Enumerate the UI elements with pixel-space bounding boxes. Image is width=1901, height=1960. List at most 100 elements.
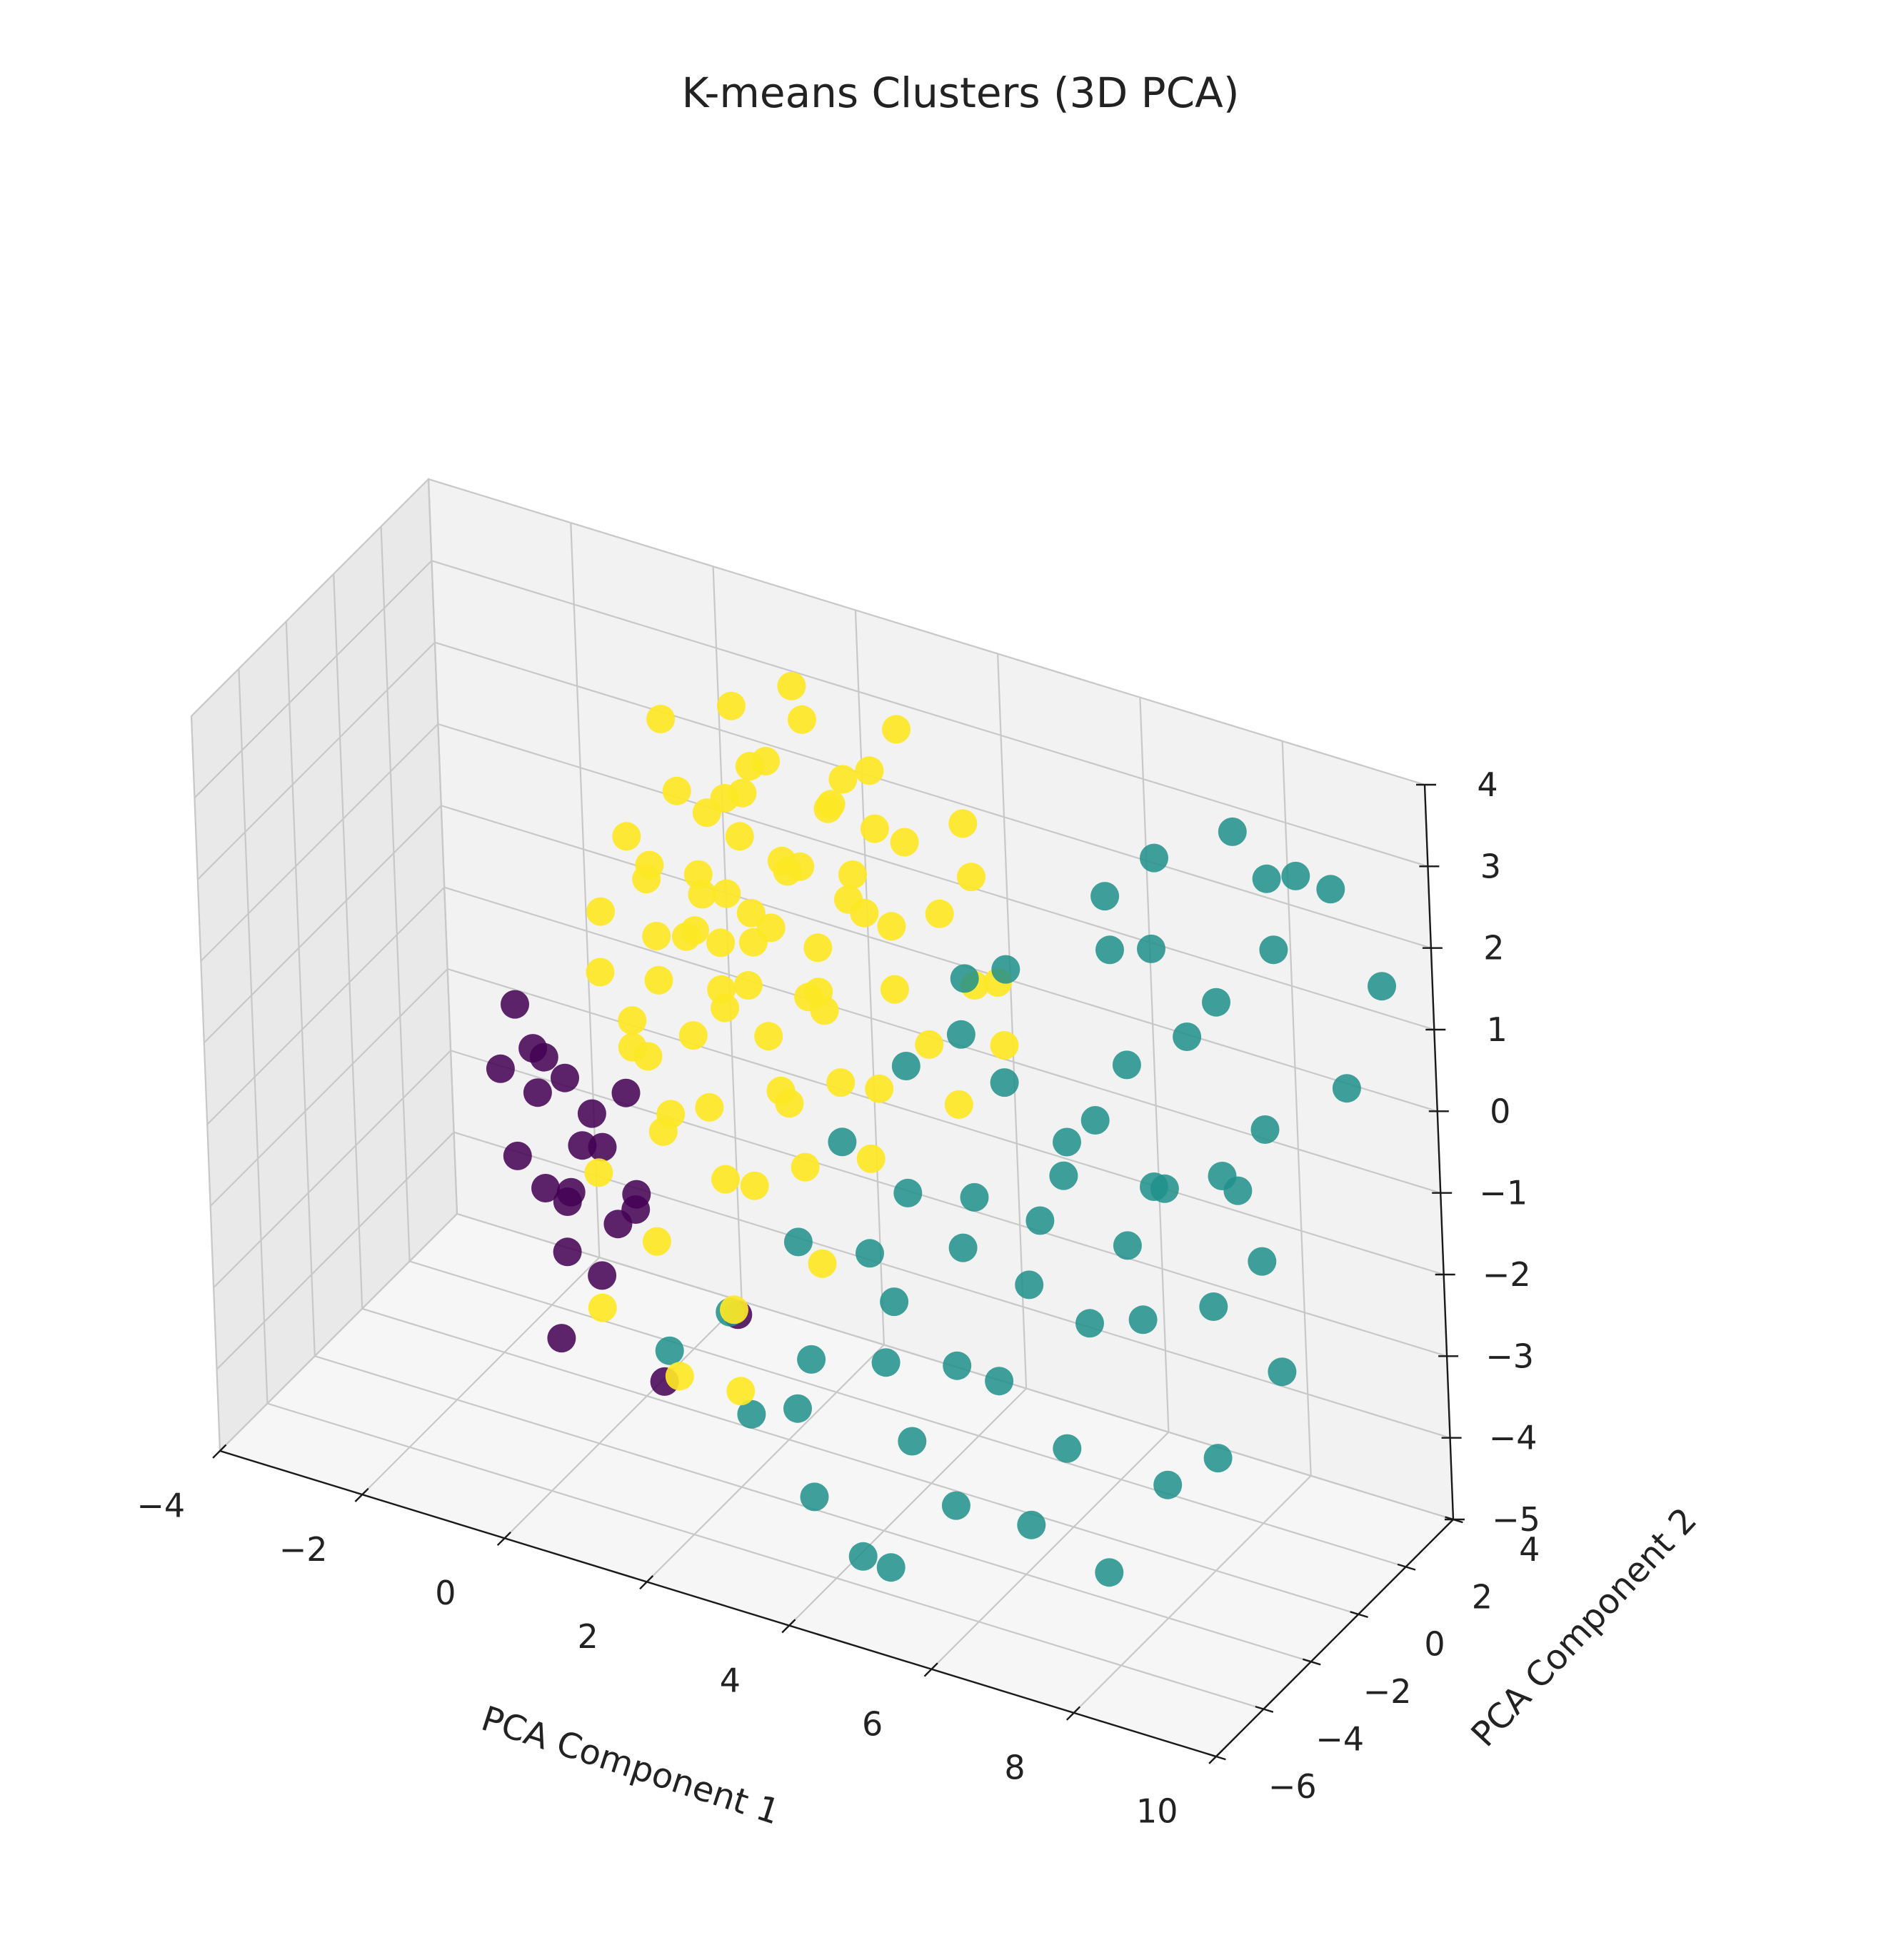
cluster-1-point (1015, 1270, 1044, 1300)
cluster-1-point (737, 1399, 766, 1429)
cluster-2-point (804, 978, 833, 1007)
grid-line-y-side (427, 478, 458, 1215)
cluster-0-point (529, 1042, 558, 1072)
cluster-2-point (586, 897, 615, 926)
cluster-2-point (880, 975, 909, 1004)
cluster-2-point (808, 1249, 837, 1278)
z-tick-label: −4 (1489, 1419, 1538, 1457)
grid-line-z-back (428, 478, 1425, 786)
x-tick-label: 10 (1136, 1792, 1178, 1831)
cluster-2-point (803, 933, 833, 963)
grid-line-z-side (209, 968, 448, 1207)
grid-line-y-side (333, 573, 363, 1309)
cluster-1-point (800, 1482, 829, 1512)
cluster-2-point (865, 1074, 894, 1103)
cluster-1-point (783, 1394, 812, 1423)
grid-line-z-side (219, 1213, 458, 1452)
cluster-2-point (618, 1032, 647, 1062)
cluster-1-point (1268, 1357, 1297, 1387)
cluster-0-point (501, 990, 529, 1019)
cluster-2-point (860, 814, 889, 843)
z-tick-label: −1 (1479, 1174, 1528, 1212)
x-tick-mark (496, 1531, 511, 1547)
grid-line-z-side (194, 560, 433, 799)
y-tick-label: −6 (1268, 1767, 1317, 1806)
cluster-2-point (990, 1031, 1019, 1060)
cluster-2-point (681, 916, 709, 945)
data-points (486, 671, 1396, 1587)
cluster-2-point (813, 794, 843, 823)
x-tick-label: 6 (862, 1704, 883, 1743)
cluster-1-point (1252, 864, 1281, 893)
y-tick-label: −2 (1363, 1672, 1412, 1711)
cluster-1-point (1075, 1309, 1104, 1338)
cluster-2-point (711, 993, 740, 1022)
cluster-0-point (611, 1078, 641, 1107)
cluster-0-point (588, 1132, 617, 1162)
cluster-2-point (678, 1021, 708, 1050)
cluster-1-point (1199, 1292, 1228, 1321)
x-tick-mark (923, 1662, 938, 1677)
cluster-2-point (751, 747, 781, 775)
cluster-2-point (662, 776, 691, 805)
cluster-2-point (877, 912, 906, 941)
cluster-1-point (991, 955, 1020, 984)
cluster-2-point (584, 1158, 613, 1187)
cluster-2-point (855, 756, 884, 785)
cluster-1-point (948, 1233, 978, 1262)
cluster-2-point (733, 971, 763, 1000)
grid-line-x-floor (1073, 1475, 1312, 1714)
grid-line-x-back (997, 653, 1028, 1389)
cluster-2-point (706, 928, 736, 958)
y-tick-mark (1208, 1753, 1226, 1761)
cluster-1-point (1137, 934, 1165, 963)
grid-line-z-back (441, 805, 1438, 1112)
cluster-0-point (588, 1261, 617, 1290)
cluster-2-point (648, 1117, 678, 1146)
cluster-1-point (960, 1182, 989, 1212)
z-tick-label: 1 (1487, 1010, 1508, 1049)
cluster-0-point (547, 1324, 576, 1353)
cluster-1-point (1049, 1161, 1078, 1190)
cluster-2-point (728, 778, 757, 808)
cluster-1-point (1218, 817, 1247, 846)
x-tick-label: 8 (1004, 1749, 1025, 1787)
cluster-1-point (943, 1351, 972, 1380)
x-axis-line (219, 1449, 1217, 1758)
grid-line-x-floor (646, 1344, 885, 1583)
grid-line-x-back (1281, 740, 1312, 1476)
grid-line-y-side (190, 715, 221, 1452)
cluster-1-point (783, 1227, 813, 1257)
grid-line-z-back (453, 1131, 1450, 1439)
grid-line-y-floor (409, 1260, 1406, 1568)
cluster-1-point (1368, 972, 1396, 1001)
cluster-2-point (642, 1227, 671, 1256)
cluster-1-point (1140, 843, 1168, 873)
grid-line-x-floor (931, 1431, 1170, 1670)
cluster-1-point (1316, 875, 1345, 904)
cluster-1-point (1150, 1174, 1179, 1203)
cluster-1-point (950, 964, 979, 993)
z-axis-line (1423, 784, 1455, 1520)
x-tick-mark (1065, 1706, 1081, 1721)
cluster-1-point (880, 1287, 909, 1317)
cluster-1-point (856, 1239, 884, 1268)
cluster-2-point (756, 913, 786, 943)
cluster-1-point (898, 1427, 927, 1456)
cluster-2-point (642, 922, 671, 950)
cluster-1-point (1112, 1050, 1141, 1080)
cluster-1-point (1153, 1470, 1183, 1499)
cluster-1-point (1113, 1231, 1142, 1260)
cluster-2-point (890, 828, 919, 857)
grid-line-z-back (434, 641, 1432, 949)
cluster-1-point (893, 1178, 923, 1207)
cluster-2-point (944, 1090, 973, 1119)
chart-title: K-means Clusters (3D PCA) (682, 69, 1240, 117)
cluster-2-point (612, 822, 641, 851)
cluster-2-point (791, 1152, 820, 1182)
cluster-2-point (767, 846, 796, 875)
cluster-1-point (891, 1052, 921, 1080)
cluster-2-point (856, 1144, 886, 1173)
cluster-1-point (1281, 861, 1310, 890)
